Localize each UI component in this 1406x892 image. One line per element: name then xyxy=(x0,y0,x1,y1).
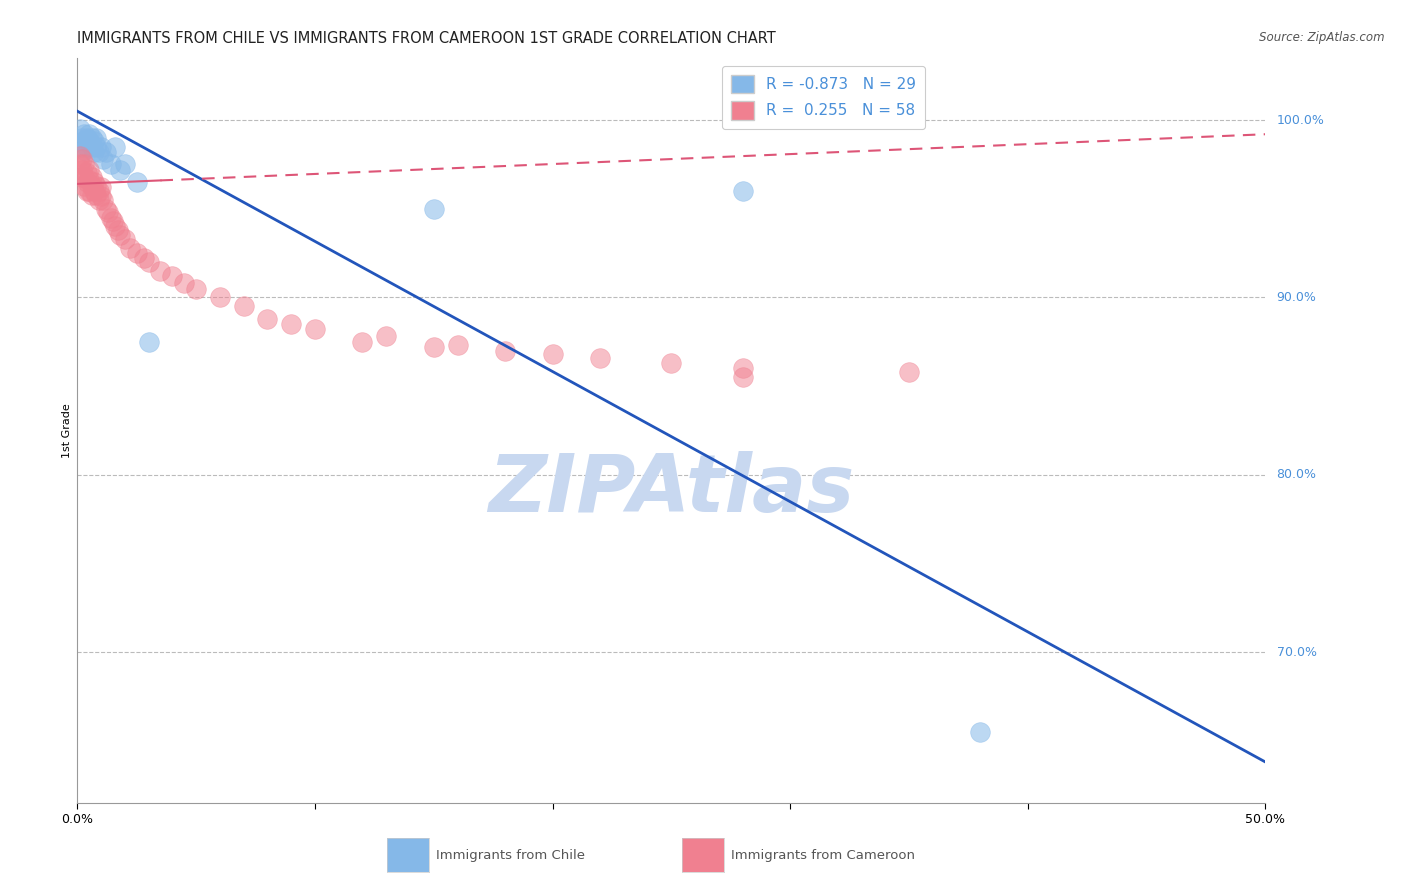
Point xyxy=(76,184,98,198)
Point xyxy=(101,214,124,228)
Point xyxy=(90,139,112,153)
Point xyxy=(589,351,612,365)
Point xyxy=(375,329,398,343)
Point xyxy=(423,340,446,354)
Point xyxy=(86,178,108,193)
Point xyxy=(73,143,96,157)
Point xyxy=(423,202,446,216)
Point xyxy=(77,134,100,148)
Point xyxy=(76,139,98,153)
Point xyxy=(107,223,129,237)
Point xyxy=(125,175,148,189)
Point xyxy=(94,202,117,216)
Point xyxy=(73,169,96,184)
Point xyxy=(969,724,991,739)
Point xyxy=(86,139,108,153)
Point xyxy=(73,178,96,193)
Point xyxy=(69,122,91,136)
Text: Immigrants from Cameroon: Immigrants from Cameroon xyxy=(731,849,915,862)
Point xyxy=(173,276,195,290)
Point xyxy=(86,130,108,145)
Point xyxy=(80,130,103,145)
Point xyxy=(80,139,103,153)
Point xyxy=(541,347,564,361)
Point xyxy=(208,290,231,304)
Point xyxy=(104,219,127,234)
Point xyxy=(77,173,100,187)
Text: 70.0%: 70.0% xyxy=(1277,646,1316,658)
Point xyxy=(70,152,93,166)
Point xyxy=(162,269,184,284)
Point xyxy=(70,130,93,145)
Legend: R = -0.873   N = 29, R =  0.255   N = 58: R = -0.873 N = 29, R = 0.255 N = 58 xyxy=(721,66,925,128)
Point xyxy=(661,356,683,370)
Point xyxy=(90,189,112,203)
Point xyxy=(104,139,127,153)
Point xyxy=(77,184,100,198)
Point xyxy=(446,338,468,352)
Point xyxy=(87,184,110,198)
Point xyxy=(100,157,122,171)
Point xyxy=(186,281,208,295)
Point xyxy=(132,252,155,266)
Point xyxy=(76,130,98,145)
Point xyxy=(731,361,754,376)
Point xyxy=(69,148,91,162)
Point xyxy=(70,139,93,153)
Point xyxy=(83,145,105,159)
Point xyxy=(149,264,172,278)
Point xyxy=(114,157,136,171)
Point xyxy=(93,152,115,166)
Point xyxy=(76,166,98,180)
Point xyxy=(77,162,100,177)
Text: 100.0%: 100.0% xyxy=(1277,113,1324,127)
Point xyxy=(232,299,254,313)
Point xyxy=(94,145,117,159)
Text: 80.0%: 80.0% xyxy=(1277,468,1316,481)
Text: Source: ZipAtlas.com: Source: ZipAtlas.com xyxy=(1260,31,1385,45)
Point xyxy=(73,134,96,148)
Point xyxy=(83,175,105,189)
Point xyxy=(76,175,98,189)
Point xyxy=(70,162,93,177)
Point xyxy=(256,311,278,326)
Point xyxy=(118,241,141,255)
Point xyxy=(138,255,160,269)
Point xyxy=(97,205,120,219)
Text: ZIPAtlas: ZIPAtlas xyxy=(488,451,855,529)
Point xyxy=(138,334,160,349)
Point xyxy=(352,334,374,349)
Point xyxy=(114,232,136,246)
Point xyxy=(80,169,103,184)
Point xyxy=(80,187,103,202)
Point xyxy=(100,211,122,225)
Point xyxy=(86,187,108,202)
Point xyxy=(80,178,103,193)
Text: IMMIGRANTS FROM CHILE VS IMMIGRANTS FROM CAMEROON 1ST GRADE CORRELATION CHART: IMMIGRANTS FROM CHILE VS IMMIGRANTS FROM… xyxy=(77,31,776,46)
Point xyxy=(731,184,754,198)
Point xyxy=(83,184,105,198)
Point xyxy=(108,162,131,177)
Point xyxy=(90,180,112,194)
Point xyxy=(77,127,100,141)
Point xyxy=(87,145,110,159)
Point xyxy=(731,370,754,384)
Point xyxy=(70,169,93,184)
Point xyxy=(87,193,110,207)
Point xyxy=(304,322,326,336)
Point xyxy=(83,134,105,148)
Point xyxy=(108,228,131,243)
Point xyxy=(69,157,91,171)
Point xyxy=(898,365,921,379)
Text: 90.0%: 90.0% xyxy=(1277,291,1316,304)
Point xyxy=(93,193,115,207)
Text: Immigrants from Chile: Immigrants from Chile xyxy=(436,849,585,862)
Point xyxy=(73,157,96,171)
Point xyxy=(280,317,302,331)
Point xyxy=(125,246,148,260)
Point xyxy=(494,343,516,358)
Y-axis label: 1st Grade: 1st Grade xyxy=(62,403,72,458)
Point xyxy=(73,127,96,141)
